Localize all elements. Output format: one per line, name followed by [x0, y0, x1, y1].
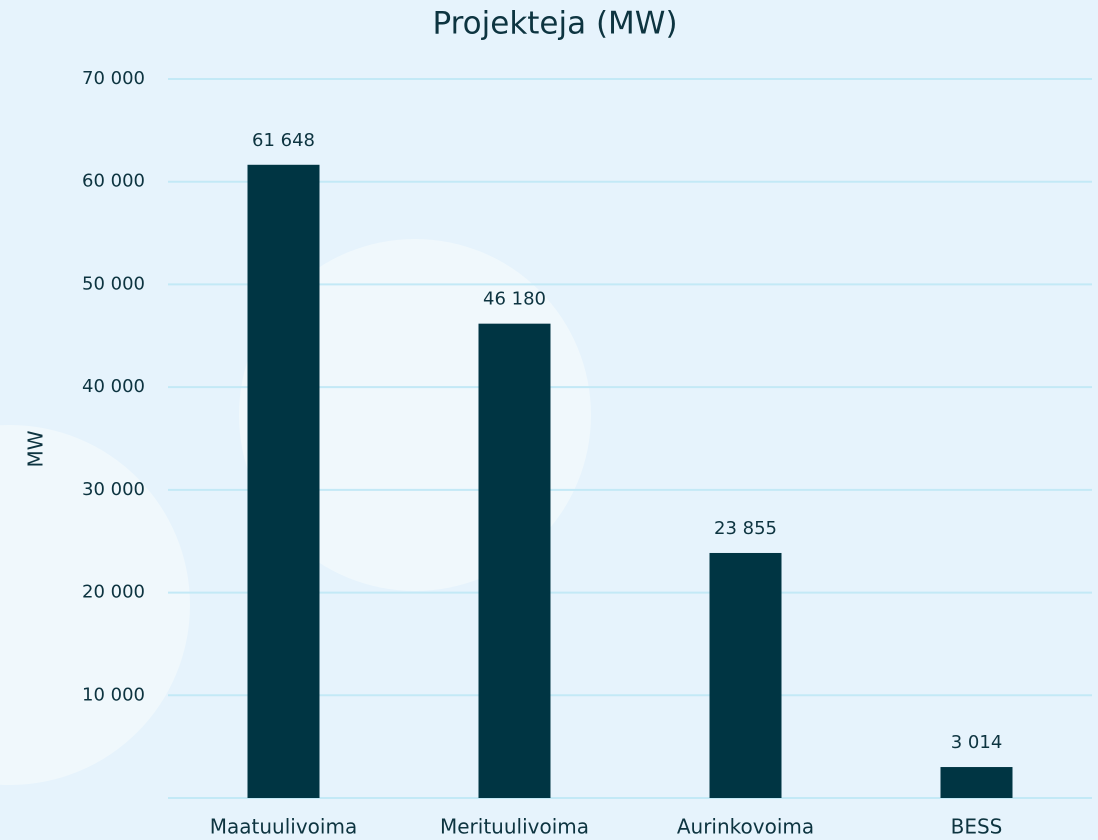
y-tick-label: 10 000	[82, 684, 145, 705]
bar	[478, 323, 551, 798]
x-tick-label: Aurinkovoima	[677, 815, 814, 839]
y-tick-label: 20 000	[82, 582, 145, 603]
y-tick-label: 40 000	[82, 376, 145, 397]
bar	[709, 552, 782, 798]
x-tick-label: Merituulivoima	[440, 815, 589, 839]
x-tick-label: Maatuulivoima	[210, 815, 357, 839]
y-tick-label: 70 000	[82, 68, 145, 89]
bar	[940, 767, 1013, 798]
value-label: 46 180	[483, 289, 546, 310]
y-tick-label: 30 000	[82, 479, 145, 500]
decor-circle	[0, 425, 190, 785]
value-label: 3 014	[951, 732, 1003, 753]
bar	[247, 164, 320, 798]
chart-title: Projekteja (MW)	[432, 6, 677, 42]
y-tick-label: 60 000	[82, 171, 145, 192]
value-label: 61 648	[252, 130, 315, 151]
value-label: 23 855	[714, 518, 777, 539]
x-tick-label: BESS	[951, 815, 1003, 839]
y-axis-label: MW	[24, 430, 48, 467]
y-tick-label: 50 000	[82, 273, 145, 294]
